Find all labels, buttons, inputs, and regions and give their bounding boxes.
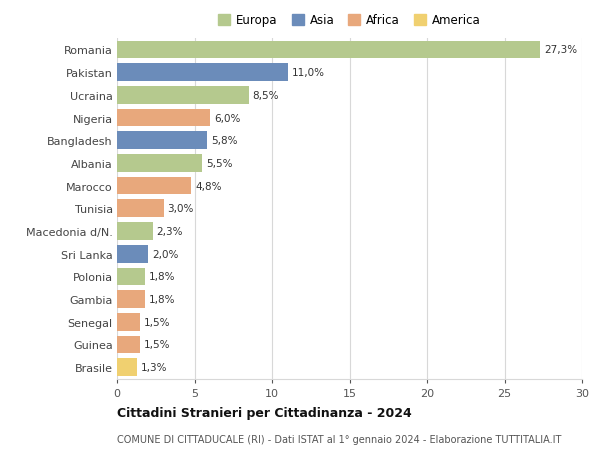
- Bar: [117, 313, 140, 331]
- Legend: Europa, Asia, Africa, America: Europa, Asia, Africa, America: [218, 14, 481, 27]
- Bar: [117, 109, 210, 127]
- Bar: [117, 223, 152, 241]
- Text: 5,8%: 5,8%: [211, 136, 237, 146]
- Bar: [117, 358, 137, 376]
- Text: 11,0%: 11,0%: [292, 68, 325, 78]
- Text: COMUNE DI CITTADUCALE (RI) - Dati ISTAT al 1° gennaio 2024 - Elaborazione TUTTIT: COMUNE DI CITTADUCALE (RI) - Dati ISTAT …: [117, 434, 562, 444]
- Text: 2,0%: 2,0%: [152, 249, 178, 259]
- Bar: [117, 291, 145, 308]
- Text: 5,5%: 5,5%: [206, 158, 233, 168]
- Bar: [117, 200, 163, 218]
- Text: 6,0%: 6,0%: [214, 113, 240, 123]
- Bar: [117, 268, 145, 285]
- Text: Cittadini Stranieri per Cittadinanza - 2024: Cittadini Stranieri per Cittadinanza - 2…: [117, 406, 412, 419]
- Text: 3,0%: 3,0%: [167, 204, 194, 214]
- Text: 1,5%: 1,5%: [144, 340, 170, 350]
- Bar: [117, 336, 140, 353]
- Text: 1,5%: 1,5%: [144, 317, 170, 327]
- Text: 8,5%: 8,5%: [253, 90, 279, 101]
- Text: 1,3%: 1,3%: [141, 362, 167, 372]
- Bar: [117, 41, 540, 59]
- Text: 2,3%: 2,3%: [157, 226, 183, 236]
- Bar: [117, 132, 207, 150]
- Bar: [117, 64, 287, 82]
- Bar: [117, 177, 191, 195]
- Bar: [117, 87, 249, 105]
- Text: 1,8%: 1,8%: [149, 294, 175, 304]
- Text: 27,3%: 27,3%: [544, 45, 577, 56]
- Bar: [117, 155, 202, 173]
- Text: 1,8%: 1,8%: [149, 272, 175, 282]
- Bar: [117, 245, 148, 263]
- Text: 4,8%: 4,8%: [195, 181, 222, 191]
